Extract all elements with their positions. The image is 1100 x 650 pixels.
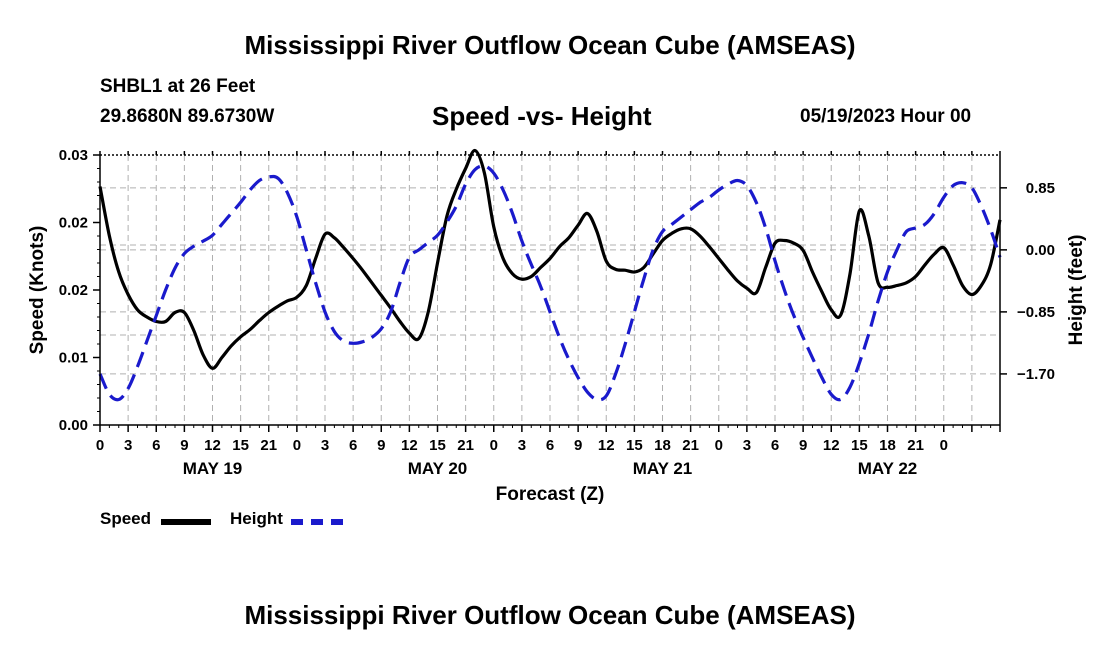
day-label: MAY 21 [633,459,693,478]
y2-tick-label: −1.70 [1017,366,1055,383]
date-label: 05/19/2023 Hour 00 [800,106,972,127]
series-line-height [98,164,1002,402]
y2-axis-label: Height (feet) [1066,235,1087,346]
y-axis-label: Speed (Knots) [27,226,48,355]
x-tick-label: 0 [293,437,301,454]
day-label: MAY 20 [408,459,468,478]
x-tick-label: 18 [879,437,896,454]
x-tick-label: 21 [457,437,474,454]
y2-tick-label: 0.85 [1026,180,1055,197]
legend-speed-line [161,519,211,525]
station-label: SHBL1 at 26 Feet [100,76,256,97]
x-tick-label: 0 [96,437,104,454]
x-tick-label: 6 [152,437,160,454]
x-tick-label: 21 [682,437,699,454]
footer-title: Mississippi River Outflow Ocean Cube (AM… [244,600,856,630]
y2-tick-label: −0.85 [1017,304,1055,321]
day-label: MAY 19 [183,459,243,478]
y-tick-label: 0.01 [59,350,88,367]
x-tick-label: 0 [940,437,948,454]
x-tick-label: 15 [429,437,446,454]
x-tick-label: 21 [907,437,924,454]
x-tick-label: 0 [490,437,498,454]
x-tick-label: 6 [349,437,357,454]
location-label: 29.8680N 89.6730W [100,106,275,127]
legend-speed-label: Speed [100,509,152,528]
x-tick-label: 12 [598,437,615,454]
x-tick-label: 12 [204,437,221,454]
y-tick-label: 0.03 [59,147,88,164]
x-tick-label: 9 [377,437,385,454]
x-tick-label: 18 [654,437,671,454]
x-tick-label: 3 [518,437,526,454]
x-tick-label: 9 [799,437,807,454]
x-tick-label: 21 [260,437,277,454]
x-tick-label: 15 [232,437,249,454]
x-tick-label: 15 [851,437,868,454]
chart-title: Speed -vs- Height [432,101,652,131]
x-tick-label: 9 [574,437,582,454]
day-label: MAY 22 [858,459,918,478]
x-tick-label: 3 [321,437,329,454]
legend-height-line [291,519,343,525]
x-tick-label: 9 [180,437,188,454]
x-tick-label: 0 [715,437,723,454]
x-axis-label: Forecast (Z) [496,484,605,505]
y2-tick-label: 0.00 [1026,242,1055,259]
y-tick-label: 0.02 [59,282,88,299]
page-title: Mississippi River Outflow Ocean Cube (AM… [244,30,856,60]
x-tick-label: 12 [823,437,840,454]
y-tick-label: 0.02 [59,215,88,232]
x-tick-label: 3 [124,437,132,454]
x-tick-label: 15 [626,437,643,454]
legend-height-label: Height [230,509,283,528]
y-tick-label: 0.00 [59,417,88,434]
x-tick-label: 6 [546,437,554,454]
x-tick-label: 12 [401,437,418,454]
series-line-speed [98,148,1002,370]
x-tick-label: 6 [771,437,779,454]
x-tick-label: 3 [743,437,751,454]
